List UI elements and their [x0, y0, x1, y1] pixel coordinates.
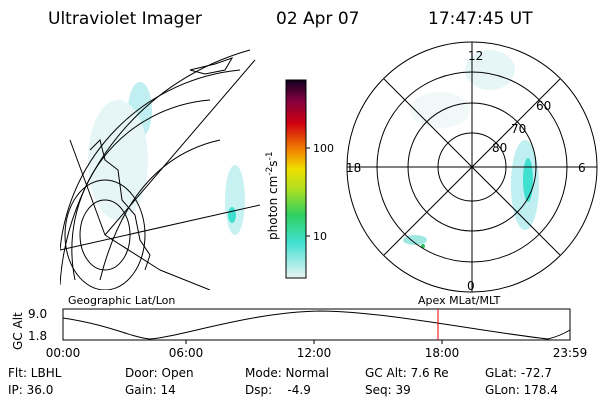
unit-exp: -2 — [265, 167, 275, 176]
info-field: GC Alt: 7.6 Re — [365, 366, 449, 380]
polar-label: Apex MLat/MLT — [418, 294, 501, 307]
info-field: Door: Open — [125, 366, 194, 380]
timeline-x-tick: 06:00 — [169, 346, 204, 360]
timeline-x-tick: 18:00 — [425, 346, 460, 360]
info-field: Dsp: -4.9 — [245, 383, 311, 397]
timeline-x-ticks: 00:00 06:00 12:00 18:00 23:59 — [46, 346, 588, 360]
timeline-x-tick: 12:00 — [297, 346, 332, 360]
info-field: Mode: Normal — [245, 366, 329, 380]
timeline-y-tick: 9.0 — [28, 307, 47, 321]
colorbar — [285, 79, 307, 279]
info-field: Seq: 39 — [365, 383, 411, 397]
info-field: Flt: LBHL — [8, 366, 62, 380]
colorbar-tick: 100 — [313, 142, 334, 155]
geo-label: Geographic Lat/Lon — [68, 294, 175, 307]
polar-map: 12 18 6 0 60 70 80 — [346, 41, 598, 293]
timeline-x-tick: 00:00 — [46, 346, 81, 360]
mlat-label: 70 — [511, 122, 526, 136]
info-panel: Flt: LBHL Door: Open Mode: Normal GC Alt: 7… — [8, 366, 558, 397]
info-field: IP: 36.0 — [8, 383, 53, 397]
mlt-label: 12 — [468, 49, 483, 63]
mlt-label: 18 — [346, 161, 361, 175]
timeline: GC Alt 9.0 1.8 — [11, 307, 571, 350]
colorbar-tick: 10 — [313, 230, 327, 243]
mlt-label: 0 — [467, 279, 475, 293]
mlat-label: 80 — [492, 141, 507, 155]
geo-map — [60, 49, 260, 290]
mlat-label: 60 — [536, 99, 551, 113]
colorbar-unit: photon cm-2s-1 — [265, 151, 280, 240]
mlt-label: 6 — [578, 161, 586, 175]
date: 02 Apr 07 — [276, 9, 359, 29]
time: 17:47:45 UT — [428, 9, 533, 29]
info-field: GLon: 178.4 — [485, 383, 558, 397]
unit-exp: -1 — [265, 151, 275, 160]
timeline-y-label: GC Alt — [11, 312, 25, 350]
info-field: Gain: 14 — [125, 383, 176, 397]
timeline-x-tick: 23:59 — [553, 346, 588, 360]
info-field: GLat: -72.7 — [485, 366, 552, 380]
unit-base: photon cm — [266, 176, 280, 240]
timeline-y-tick: 1.8 — [28, 329, 47, 343]
title: Ultraviolet Imager — [48, 9, 202, 29]
unit-mid: s — [266, 160, 280, 166]
